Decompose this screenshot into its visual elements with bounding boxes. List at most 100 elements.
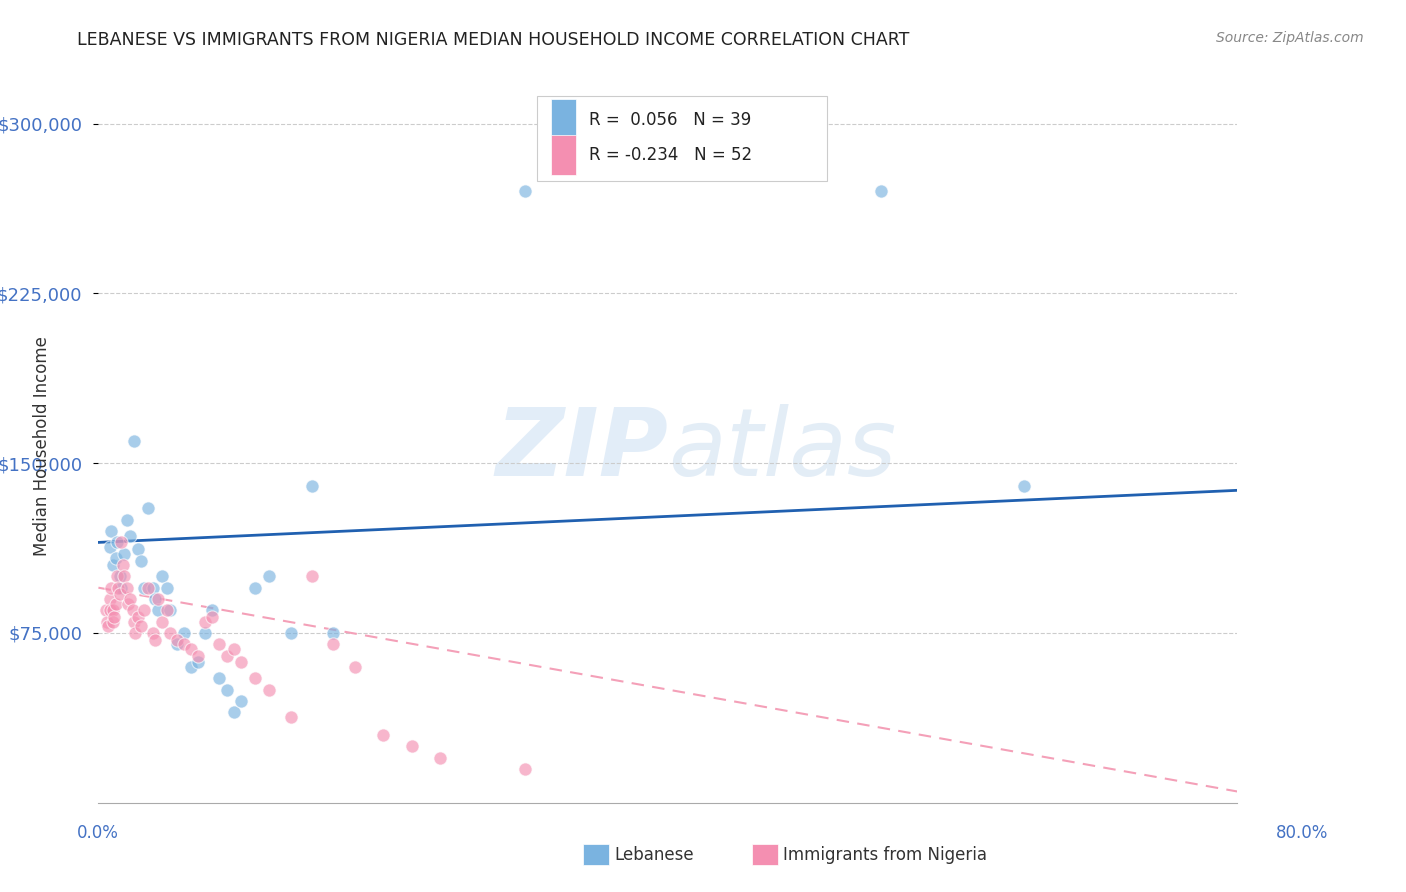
Point: [129, 553, 152, 567]
Point: [124, 626, 146, 640]
Point: [101, 615, 124, 629]
Point: [110, 535, 132, 549]
Point: [104, 597, 127, 611]
Point: [243, 671, 266, 685]
Point: [173, 626, 195, 640]
Point: [259, 569, 281, 583]
Point: [1012, 479, 1035, 493]
Point: [136, 581, 159, 595]
Point: [280, 626, 302, 640]
Point: [100, 581, 122, 595]
Bar: [551, 135, 575, 175]
Point: [148, 592, 170, 607]
Point: [111, 558, 134, 572]
Point: [145, 632, 167, 647]
Point: [322, 637, 344, 651]
Point: [107, 581, 129, 595]
Point: [118, 592, 141, 607]
Point: [148, 603, 170, 617]
Point: [301, 569, 323, 583]
Point: [101, 558, 124, 572]
Point: [127, 610, 149, 624]
Point: [229, 694, 252, 708]
Point: [166, 632, 188, 647]
Point: [115, 581, 138, 595]
Point: [280, 710, 302, 724]
Point: [141, 626, 163, 640]
Point: [373, 728, 395, 742]
Point: [117, 597, 139, 611]
Point: [166, 637, 188, 651]
Point: [194, 626, 217, 640]
Point: [215, 682, 238, 697]
Point: [152, 615, 174, 629]
Text: ZIP: ZIP: [495, 403, 668, 496]
Point: [515, 762, 537, 776]
Point: [222, 705, 245, 719]
Text: atlas: atlas: [668, 404, 896, 495]
Point: [112, 547, 135, 561]
Point: [98, 540, 121, 554]
Point: [201, 610, 224, 624]
Point: [98, 603, 121, 617]
Point: [100, 524, 122, 538]
Text: 80.0%: 80.0%: [1277, 824, 1329, 842]
Point: [105, 569, 128, 583]
Point: [118, 528, 141, 542]
Point: [173, 637, 195, 651]
Point: [94, 603, 117, 617]
Point: [515, 185, 537, 199]
Point: [156, 581, 179, 595]
Text: LEBANESE VS IMMIGRANTS FROM NIGERIA MEDIAN HOUSEHOLD INCOME CORRELATION CHART: LEBANESE VS IMMIGRANTS FROM NIGERIA MEDI…: [77, 31, 910, 49]
Point: [156, 603, 179, 617]
Point: [401, 739, 423, 754]
Point: [112, 569, 135, 583]
Point: [98, 592, 121, 607]
Point: [152, 569, 174, 583]
Point: [159, 626, 181, 640]
Point: [108, 569, 131, 583]
Point: [122, 615, 145, 629]
Text: Median Household Income: Median Household Income: [34, 336, 51, 556]
Point: [103, 610, 125, 624]
Point: [115, 513, 138, 527]
Point: [122, 434, 145, 448]
Point: [96, 615, 118, 629]
Point: [110, 581, 132, 595]
Point: [208, 671, 231, 685]
Point: [194, 615, 217, 629]
Point: [136, 501, 159, 516]
Point: [208, 637, 231, 651]
Bar: [537, 96, 827, 181]
Point: [180, 641, 202, 656]
Point: [180, 660, 202, 674]
Point: [121, 603, 143, 617]
Text: R =  0.056   N = 39: R = 0.056 N = 39: [589, 111, 752, 128]
Point: [301, 479, 323, 493]
Point: [105, 535, 128, 549]
Text: Immigrants from Nigeria: Immigrants from Nigeria: [783, 846, 987, 863]
Text: 0.0%: 0.0%: [77, 824, 120, 842]
Point: [159, 603, 181, 617]
Point: [145, 592, 167, 607]
Point: [259, 682, 281, 697]
Point: [127, 542, 149, 557]
Text: R = -0.234   N = 52: R = -0.234 N = 52: [589, 145, 752, 164]
Point: [215, 648, 238, 663]
Point: [97, 619, 120, 633]
Point: [132, 581, 155, 595]
Point: [343, 660, 366, 674]
Point: [222, 641, 245, 656]
Point: [322, 626, 344, 640]
Point: [870, 185, 893, 199]
Bar: [551, 99, 575, 140]
Point: [243, 581, 266, 595]
Point: [201, 603, 224, 617]
Text: Source: ZipAtlas.com: Source: ZipAtlas.com: [1216, 31, 1364, 45]
Point: [132, 603, 155, 617]
Point: [129, 619, 152, 633]
Point: [187, 656, 209, 670]
Point: [141, 581, 163, 595]
Point: [101, 603, 124, 617]
Point: [187, 648, 209, 663]
